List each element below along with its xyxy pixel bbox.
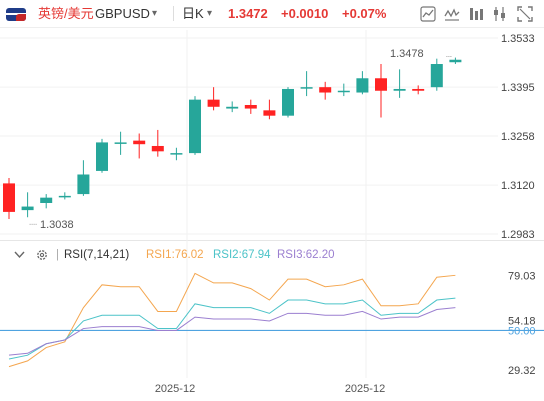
candle — [21, 192, 34, 218]
chart-grid — [0, 30, 544, 378]
candle — [226, 101, 239, 113]
candle-body — [96, 142, 108, 171]
price-axis: 1.3533 1.3395 1.3258 1.3120 1.2983 — [501, 33, 535, 241]
candle — [300, 71, 313, 97]
price-change: +0.0010 — [281, 6, 329, 21]
candle — [96, 138, 108, 173]
candle — [3, 178, 15, 220]
pair-name[interactable]: 英镑/美元 — [38, 6, 94, 21]
rsi-lines — [0, 272, 544, 368]
rsi-tick-label: 79.03 — [508, 270, 536, 282]
candle — [319, 81, 332, 100]
candle — [170, 147, 183, 161]
candle-body — [77, 174, 90, 195]
gbp-flag-icon — [6, 8, 26, 21]
candle — [151, 129, 164, 157]
indicator-icon[interactable] — [444, 6, 460, 22]
rsi-legend: | RSI(7,14,21) RSI1:76.02 RSI2:67.94 RSI… — [0, 246, 400, 264]
rsi-tick-label: 50.00 — [508, 325, 536, 337]
candle-body — [58, 195, 71, 198]
rsi-series-line-3 — [8, 307, 456, 356]
candle-body — [300, 87, 313, 89]
candle — [449, 57, 462, 65]
candle-body — [226, 106, 239, 109]
header-divider — [173, 6, 174, 21]
candle — [337, 83, 350, 97]
candle-body — [393, 88, 406, 91]
time-axis: 2025-12 2025-12 — [155, 383, 385, 395]
pair-code[interactable]: GBPUSD — [95, 6, 150, 21]
candle — [189, 96, 201, 155]
candle — [375, 64, 387, 118]
rsi-tick-label: 54.18 — [508, 316, 536, 328]
current-price: 1.3472 — [228, 6, 268, 21]
candle — [244, 99, 257, 114]
time-tick-label: 2025-12 — [155, 383, 195, 395]
candle — [412, 85, 425, 95]
candle-body — [114, 142, 127, 144]
chart-canvas[interactable]: 1.3533 1.3395 1.3258 1.3120 1.2983 79.03 54.1… — [0, 27, 544, 401]
high-price-label: 1.3478 — [390, 48, 424, 60]
candle-body — [449, 59, 462, 63]
period-selector[interactable]: 日K — [182, 6, 204, 21]
candle-body — [170, 153, 183, 155]
chart-header: 英镑/美元 GBPUSD ▾ 日K ▾ 1.3472 +0.0010 +0.07… — [0, 0, 544, 28]
candle — [282, 87, 294, 118]
price-tick-label: 1.3258 — [501, 131, 535, 143]
fullscreen-icon[interactable] — [517, 6, 533, 22]
rsi-tick-label: 29.32 — [508, 365, 536, 377]
candle-body — [319, 87, 332, 93]
collapse-icon[interactable] — [14, 249, 25, 260]
candle-body — [189, 99, 201, 154]
candle — [40, 194, 53, 209]
time-tick-label: 2025-12 — [345, 383, 385, 395]
candle-body — [151, 145, 164, 152]
candle-body — [133, 140, 146, 145]
rsi1-legend: RSI1:76.02 — [146, 249, 204, 261]
candle — [263, 99, 276, 120]
candle-body — [40, 197, 53, 203]
candle — [114, 131, 127, 155]
settings-icon[interactable] — [36, 249, 48, 261]
candle — [58, 192, 71, 200]
low-price-label: 1.3038 — [40, 219, 74, 231]
rsi2-legend: RSI2:67.94 — [213, 249, 271, 261]
candle-body — [282, 88, 294, 116]
candle-body — [430, 64, 443, 88]
price-tick-label: 1.3533 — [501, 33, 535, 45]
drawing-icon[interactable] — [468, 6, 484, 22]
candle — [393, 69, 406, 98]
rsi-series-line-2 — [8, 297, 456, 360]
candle — [207, 87, 220, 111]
rsi-title: RSI(7,14,21) — [64, 249, 130, 261]
period-dropdown-icon[interactable]: ▾ — [207, 8, 213, 19]
candle — [77, 160, 90, 196]
candle-body — [263, 110, 276, 116]
candle-body — [3, 183, 15, 212]
rsi-separator: | — [56, 249, 59, 261]
candle-body — [412, 88, 425, 91]
price-tick-label: 1.3395 — [501, 82, 535, 94]
candle — [356, 71, 369, 95]
candle-body — [244, 104, 257, 109]
line-chart-icon[interactable] — [420, 6, 436, 22]
rsi3-legend: RSI3:62.20 — [277, 249, 335, 261]
candle-body — [356, 78, 369, 93]
rsi-series-line-1 — [8, 272, 456, 368]
price-tick-label: 1.3120 — [501, 180, 535, 192]
candle-body — [207, 99, 220, 107]
candlestick-series — [3, 56, 462, 225]
candle-body — [375, 78, 387, 91]
candle — [430, 58, 443, 91]
candle-body — [337, 90, 350, 93]
adjust-icon[interactable] — [492, 6, 508, 22]
candle-body — [21, 206, 34, 211]
pair-dropdown-icon[interactable]: ▾ — [152, 8, 158, 19]
price-tick-label: 1.2983 — [501, 229, 535, 241]
candle — [133, 133, 146, 159]
price-change-percent: +0.07% — [342, 6, 387, 21]
